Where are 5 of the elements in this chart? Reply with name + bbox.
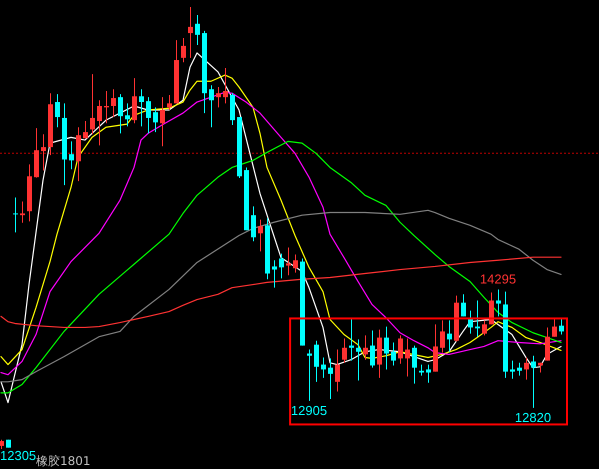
annotation: 12305 — [0, 448, 36, 463]
title: 橡胶1801 — [36, 454, 91, 468]
annotation: 14295 — [480, 271, 516, 286]
annotation: 12820 — [514, 410, 552, 425]
annotation: 12905 — [290, 402, 328, 418]
